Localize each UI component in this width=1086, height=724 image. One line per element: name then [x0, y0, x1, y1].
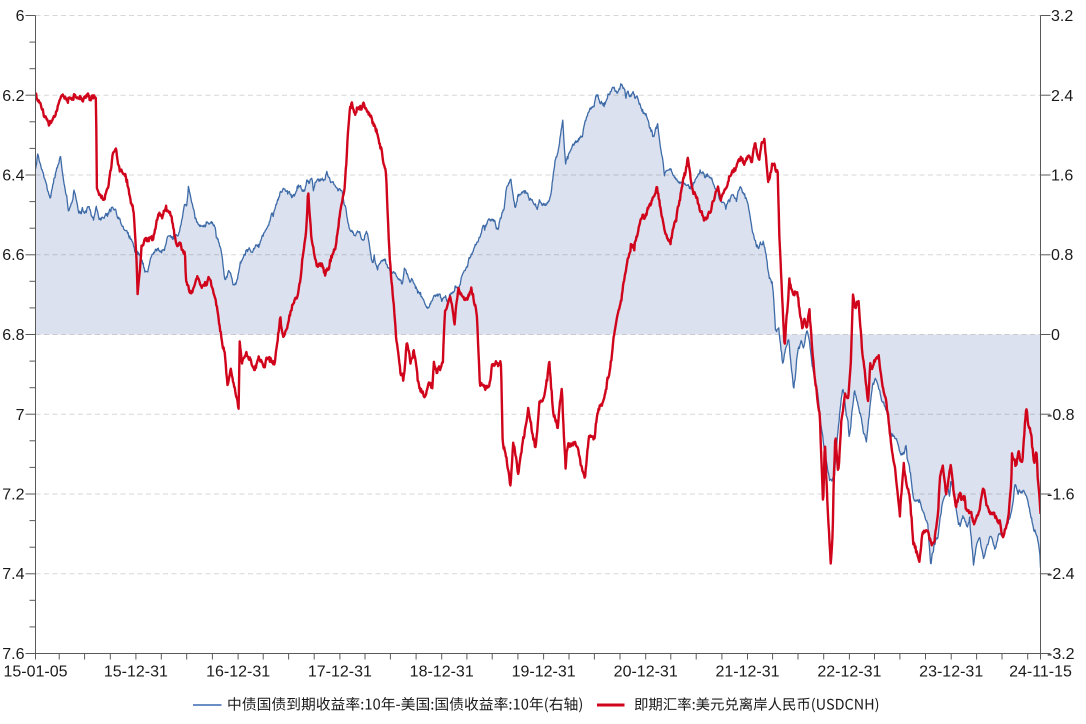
svg-text:21-12-31: 21-12-31 [715, 664, 779, 681]
svg-text:-2.4: -2.4 [1047, 566, 1075, 583]
svg-text:6.8: 6.8 [2, 327, 24, 344]
svg-text:15-12-31: 15-12-31 [104, 664, 168, 681]
svg-text:-0.8: -0.8 [1047, 407, 1075, 424]
svg-text:17-12-31: 17-12-31 [308, 664, 372, 681]
svg-text:7: 7 [16, 407, 25, 424]
svg-text:2.4: 2.4 [1051, 88, 1073, 105]
svg-text:20-12-31: 20-12-31 [614, 664, 678, 681]
svg-text:19-12-31: 19-12-31 [512, 664, 576, 681]
svg-text:15-01-05: 15-01-05 [3, 664, 67, 681]
svg-text:7.2: 7.2 [2, 487, 24, 504]
svg-text:6.6: 6.6 [2, 247, 24, 264]
svg-text:6.4: 6.4 [2, 168, 24, 185]
svg-text:3.2: 3.2 [1051, 8, 1073, 25]
svg-text:16-12-31: 16-12-31 [206, 664, 270, 681]
svg-text:6.2: 6.2 [2, 88, 24, 105]
svg-text:22-12-31: 22-12-31 [817, 664, 881, 681]
svg-text:6: 6 [16, 8, 25, 25]
svg-text:7.6: 7.6 [2, 646, 24, 663]
svg-text:1.6: 1.6 [1051, 168, 1073, 185]
svg-text:24-11-15: 24-11-15 [1009, 664, 1072, 681]
svg-text:0.8: 0.8 [1051, 247, 1073, 264]
svg-text:7.4: 7.4 [2, 566, 24, 583]
svg-text:18-12-31: 18-12-31 [410, 664, 474, 681]
svg-text:23-12-31: 23-12-31 [919, 664, 983, 681]
svg-text:-3.2: -3.2 [1047, 646, 1075, 663]
svg-text:0: 0 [1051, 327, 1060, 344]
svg-text:-1.6: -1.6 [1047, 487, 1075, 504]
